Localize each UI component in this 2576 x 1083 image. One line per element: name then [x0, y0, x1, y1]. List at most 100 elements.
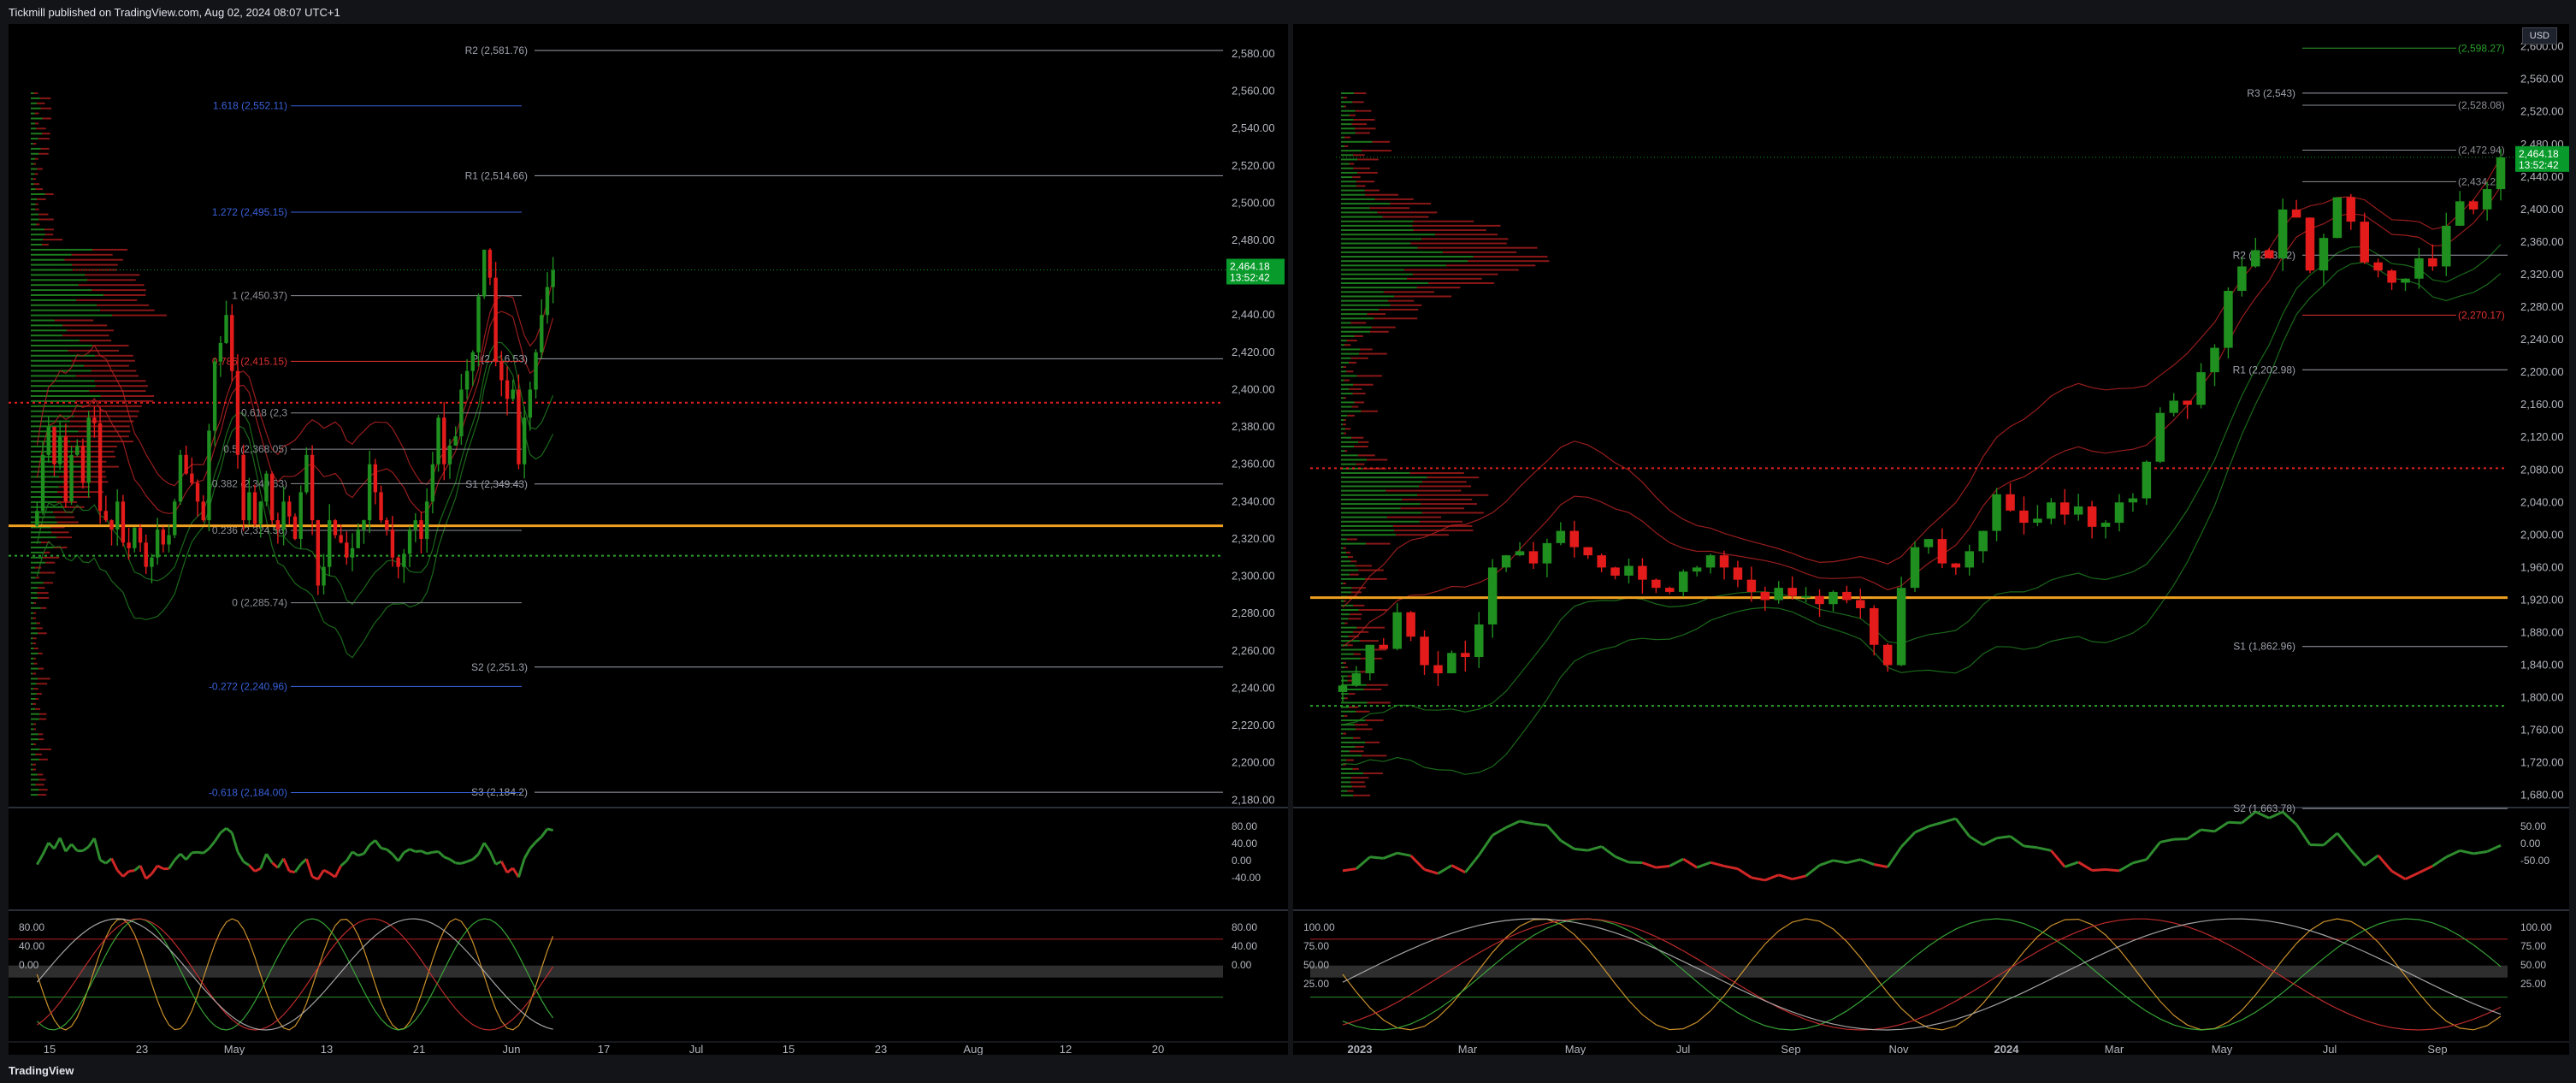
volume-bar-down	[1344, 600, 1346, 602]
weekly-chart-svg[interactable]: R3 (2,543)R2 (2,343.82)R1 (2,202.98)S1 (…	[1293, 24, 2569, 1055]
volume-bar-up	[31, 707, 36, 710]
volume-bar-up	[1341, 591, 1352, 594]
daily-chart-svg[interactable]: R2 (2,581.76)R1 (2,514.66)P (2,416.53)S1…	[9, 24, 1288, 1055]
momentum-line	[311, 875, 319, 881]
volume-bar-down	[45, 561, 56, 564]
momentum-line	[541, 828, 549, 837]
candle-body	[2346, 197, 2356, 222]
candle-body	[373, 464, 378, 493]
time-tick: 15	[783, 1043, 795, 1055]
candle-body	[1338, 685, 1348, 692]
candle-body	[115, 501, 120, 530]
volume-bar-down	[1351, 405, 1359, 408]
volume-bar-down	[1355, 565, 1372, 567]
oscillator-tick: -40.00	[1232, 872, 1261, 884]
momentum-line	[2009, 835, 2025, 848]
countdown: 13:52:42	[1230, 271, 1270, 283]
volume-bar-up	[1341, 269, 1405, 271]
momentum-line	[47, 842, 56, 850]
candle-body	[1801, 595, 1811, 598]
momentum-line	[1819, 859, 1834, 867]
volume-bar-up	[1341, 587, 1352, 589]
candle-body	[241, 454, 245, 521]
price-tick: 2,300.00	[1232, 570, 1275, 583]
price-tick: 2,260.00	[1232, 644, 1275, 657]
time-tick: 20	[1152, 1043, 1164, 1055]
volume-bar-down	[1359, 352, 1387, 355]
volume-bar-up	[31, 536, 57, 539]
volume-bar-up	[1341, 516, 1387, 518]
candle-body	[350, 547, 355, 558]
weekly-chart-panel[interactable]: R3 (2,543) R2 (2,343.82) R1 (2,202.98) S1 (…	[1293, 24, 2569, 1055]
volume-bar-down	[40, 107, 52, 109]
volume-bar-up	[1341, 706, 1350, 708]
time-tick: Mar	[2105, 1043, 2124, 1055]
volume-bar-up	[1341, 273, 1413, 275]
momentum-line	[1873, 863, 1888, 868]
volume-bar-down	[1383, 291, 1435, 293]
volume-bar-up	[1341, 714, 1344, 717]
fib-label: 0.786 (2,415.15)	[212, 355, 287, 367]
volume-bar-down	[78, 430, 131, 433]
volume-bar-up	[31, 420, 70, 423]
candle-body	[2360, 222, 2369, 263]
candle-body	[2169, 400, 2178, 413]
price-tick: 2,520.00	[2520, 105, 2564, 118]
volume-bar-up	[31, 122, 35, 125]
candle-body	[1447, 653, 1456, 674]
momentum-line	[92, 837, 102, 861]
volume-bar-up	[31, 425, 69, 428]
candle-body	[69, 454, 74, 502]
volume-bar-down	[36, 683, 48, 685]
volume-bar-up	[31, 511, 54, 513]
volume-bar-down	[92, 248, 127, 251]
volume-bar-up	[1341, 671, 1361, 673]
stoch-line	[1342, 918, 2502, 1031]
volume-bar-down	[1377, 211, 1438, 214]
volume-bar-down	[1359, 640, 1379, 642]
volume-bar-up	[31, 284, 79, 287]
price-tick: 2,320.00	[2520, 268, 2564, 281]
momentum-line	[121, 870, 130, 878]
volume-bar-up	[31, 601, 34, 604]
momentum-line	[1778, 873, 1793, 881]
volume-bar-up	[31, 147, 41, 150]
volume-bar-up	[31, 112, 35, 115]
volume-bar-up	[31, 345, 93, 346]
volume-bar-down	[85, 274, 140, 276]
volume-bar-up	[31, 622, 37, 624]
volume-bar-up	[31, 304, 97, 306]
volume-bar-down	[72, 263, 118, 266]
level-label: (2,598.27)	[2458, 42, 2505, 54]
daily-chart-panel[interactable]: R2 (2,581.76) R1 (2,514.66) P (2,416.53) S1…	[9, 24, 1288, 1055]
price-tick: 2,180.00	[1232, 793, 1275, 806]
volume-bar-down	[1370, 330, 1389, 333]
volume-bar-down	[33, 92, 38, 94]
volume-bar-down	[1344, 622, 1348, 624]
momentum-line	[2241, 810, 2257, 825]
stoch-tick: 50.00	[2520, 959, 2546, 971]
candle-body	[1678, 571, 1688, 592]
volume-bar-up	[1341, 379, 1344, 382]
level-label: (2,528.08)	[2458, 99, 2505, 111]
volume-bar-down	[64, 258, 123, 261]
volume-bar-up	[1341, 251, 1444, 253]
candle-body	[1461, 653, 1470, 658]
volume-bar-down	[62, 324, 108, 327]
volume-bar-up	[31, 294, 104, 296]
momentum-line	[2322, 831, 2338, 846]
volume-bar-down	[43, 239, 63, 241]
candle-body	[1406, 612, 1415, 637]
volume-bar-down	[71, 253, 113, 256]
candle-body	[138, 527, 143, 543]
momentum-line	[1737, 867, 1752, 879]
volume-bar-down	[1366, 684, 1389, 686]
volume-bar-up	[31, 743, 34, 746]
volume-bar-down	[1421, 481, 1467, 483]
volume-bar-up	[1341, 534, 1397, 536]
volume-bar-down	[32, 178, 36, 180]
volume-bar-down	[71, 359, 135, 362]
volume-bar-down	[1369, 207, 1410, 210]
currency-badge[interactable]: USD	[2521, 27, 2557, 44]
volume-bar-up	[1341, 264, 1447, 267]
